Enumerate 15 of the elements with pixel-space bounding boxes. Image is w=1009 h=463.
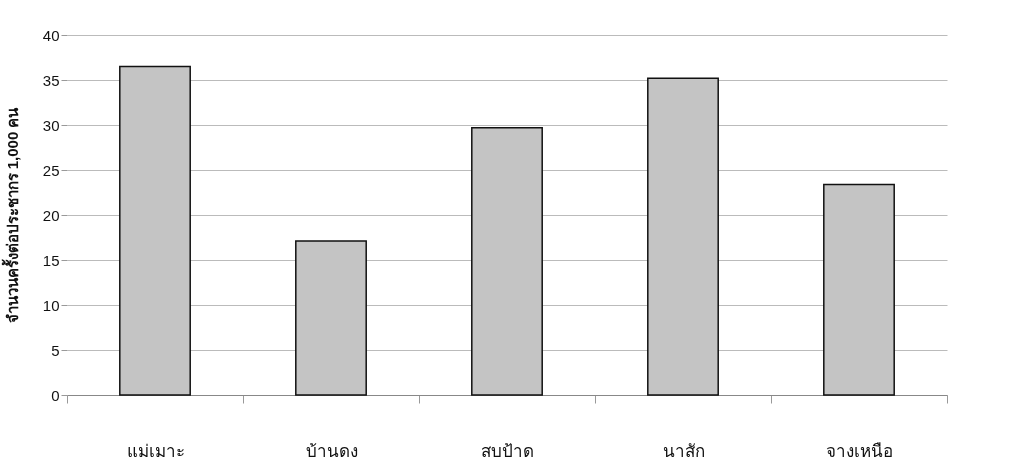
x-tick-label: แม่เมาะ: [126, 441, 185, 461]
x-tick-label: นาสัก: [662, 441, 705, 461]
y-tick-label: 0: [51, 386, 60, 404]
y-tick-label: 10: [42, 296, 60, 314]
y-tick-label: 30: [42, 116, 60, 134]
y-tick-label: 15: [42, 251, 60, 269]
x-tick-label: จางเหนือ: [826, 441, 893, 461]
y-tick-label: 20: [42, 206, 60, 224]
y-axis-title: จำนวนครั้งต่อประชากร 1,000 คน: [0, 106, 21, 324]
y-tick-label: 5: [51, 341, 60, 359]
y-tick-label: 25: [42, 161, 60, 179]
y-tick-label: 35: [42, 71, 60, 89]
x-tick-label: สบป้าด: [481, 441, 534, 461]
y-tick-label: 40: [42, 26, 60, 44]
x-tick-label: บ้านดง: [305, 441, 358, 461]
